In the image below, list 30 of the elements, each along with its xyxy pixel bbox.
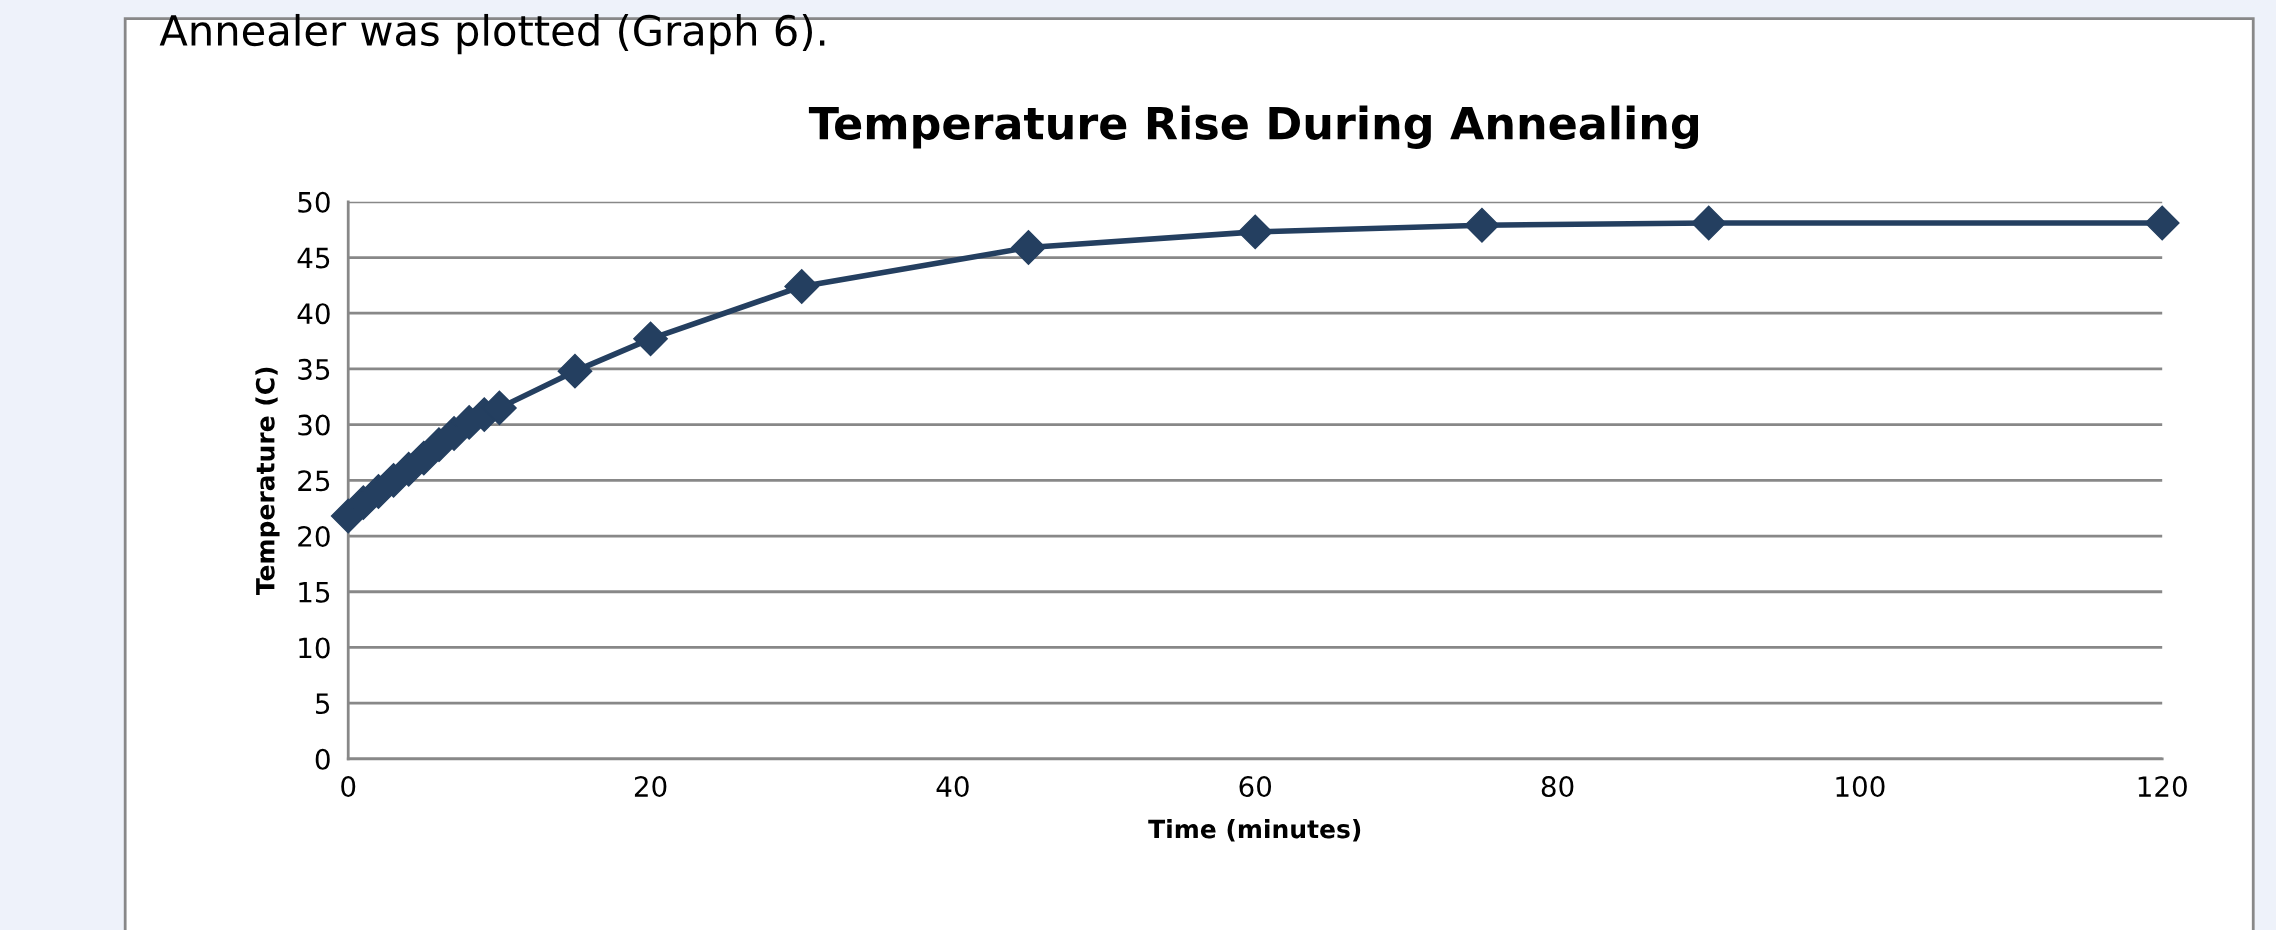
y-tick-label: 0 — [315, 748, 330, 770]
point — [633, 321, 668, 357]
chart-title: Temperature Rise During Annealing — [808, 105, 1699, 149]
y-tick-label: 15 — [299, 582, 330, 603]
point — [1237, 214, 1273, 250]
y-tick-label: 20 — [298, 525, 330, 547]
y-tick-label: 30 — [298, 414, 330, 436]
x-tick-label: 80 — [1541, 776, 1574, 798]
y-tick-label: 50 — [298, 191, 330, 213]
point — [557, 353, 593, 389]
text: Annealer was plotted (Graph 6). — [159, 13, 825, 55]
x-tick-label: 120 — [2138, 776, 2187, 798]
y-tick-label: 40 — [297, 303, 330, 325]
y-tick-label: 35 — [298, 358, 330, 380]
point — [2144, 205, 2180, 241]
point — [784, 269, 820, 304]
y-axis-title: Temperature (C) — [255, 367, 280, 596]
x-tick-label: 20 — [634, 776, 667, 798]
y-tick-label: 45 — [297, 247, 330, 269]
y-tick-label: 10 — [299, 637, 330, 659]
x-tick-label: 0 — [341, 776, 356, 798]
y-tick-label: 5 — [316, 693, 330, 715]
x-tick-label: 60 — [1239, 776, 1272, 798]
x-tick-label: 100 — [1836, 776, 1885, 798]
x-axis-title: Time (minutes) — [1148, 819, 1361, 842]
point — [1011, 230, 1046, 265]
x-tick-label: 40 — [936, 776, 969, 798]
point — [1691, 205, 1727, 241]
y-tick-label: 25 — [298, 470, 330, 492]
point — [1464, 207, 1500, 243]
